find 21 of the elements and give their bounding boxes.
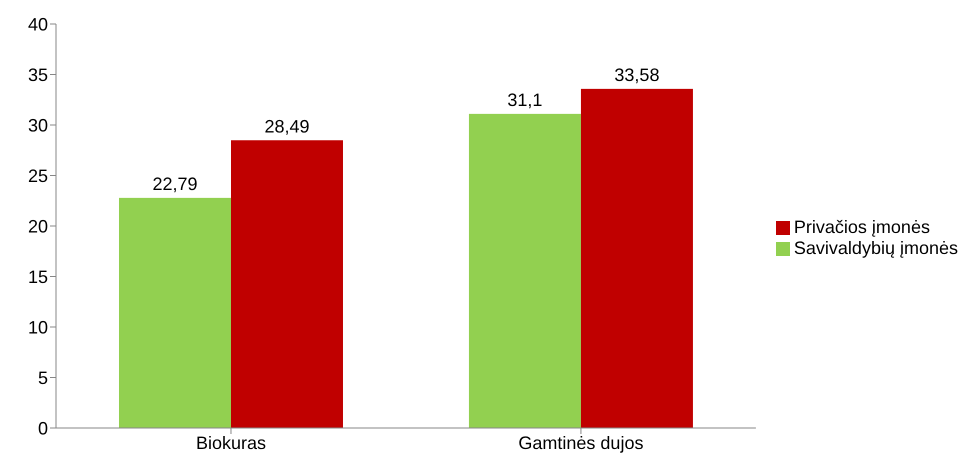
data-label: 31,1 — [507, 90, 542, 110]
data-label: 28,49 — [264, 116, 310, 136]
y-tick-label: 5 — [38, 368, 48, 388]
bar — [118, 198, 231, 428]
x-tick-label: Gamtinės dujos — [518, 432, 644, 453]
y-tick-label: 20 — [28, 216, 48, 236]
y-tick-label: 0 — [38, 418, 48, 438]
y-tick-label: 15 — [28, 266, 48, 287]
y-tick-label: 30 — [28, 115, 48, 136]
legend-label: Privačios įmonės — [794, 217, 930, 237]
x-tick-label: Biokuras — [196, 432, 266, 453]
y-tick-label: 40 — [28, 14, 48, 34]
bar — [468, 114, 581, 428]
y-tick-label: 25 — [28, 166, 48, 186]
legend-label: Savivaldybių įmonės — [794, 238, 958, 258]
y-tick-label: 10 — [28, 317, 48, 338]
y-tick-label: 35 — [28, 64, 48, 85]
data-label: 33,58 — [614, 64, 660, 85]
bar — [580, 88, 693, 428]
data-label: 22,79 — [152, 174, 198, 194]
bar — [230, 140, 343, 428]
